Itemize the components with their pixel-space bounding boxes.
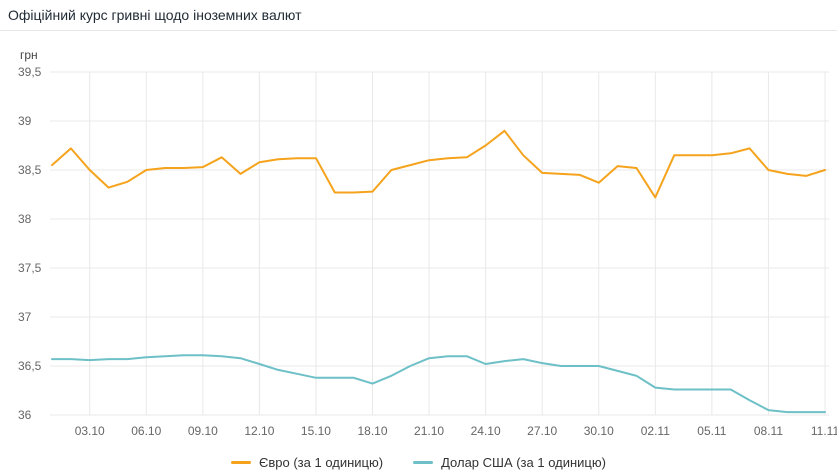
y-tick-label: 37,5 xyxy=(18,261,42,275)
y-tick-label: 39,5 xyxy=(18,65,42,79)
series-line-0 xyxy=(51,129,826,199)
legend-label-euro: Євро (за 1 одиницю) xyxy=(259,455,384,470)
x-tick-label: 21.10 xyxy=(414,424,444,438)
y-tick-label: 38,5 xyxy=(18,163,42,177)
y-tick-label: 36,5 xyxy=(18,359,42,373)
euro-line-swatch xyxy=(231,461,252,464)
x-tick-label: 15.10 xyxy=(301,424,331,438)
x-tick-label: 27.10 xyxy=(527,424,557,438)
y-axis-unit-label: грн xyxy=(20,48,38,62)
legend-label-usd: Долар США (за 1 одиницю) xyxy=(441,455,606,470)
x-tick-label: 18.10 xyxy=(357,424,387,438)
x-tick-label: 30.10 xyxy=(584,424,614,438)
legend-item-usd[interactable]: Долар США (за 1 одиницю) xyxy=(413,455,606,470)
x-tick-label: 11.11 xyxy=(811,424,837,438)
usd-line-swatch xyxy=(413,461,434,464)
y-tick-label: 38 xyxy=(18,212,32,226)
x-tick-label: 03.10 xyxy=(75,424,105,438)
x-tick-label: 24.10 xyxy=(471,424,501,438)
line-chart: 39,5 39 38,5 38 37,5 37 36,5 36 03.10 06.10 09.10 1… xyxy=(18,65,837,438)
y-tick-label: 37 xyxy=(18,310,32,324)
x-tick-label: 09.10 xyxy=(188,424,218,438)
x-tick-label: 12.10 xyxy=(244,424,274,438)
chart-legend: Євро (за 1 одиницю) Долар США (за 1 один… xyxy=(0,455,837,470)
y-tick-label: 39 xyxy=(18,114,32,128)
x-tick-label: 06.10 xyxy=(131,424,161,438)
y-tick-label: 36 xyxy=(18,408,32,422)
x-tick-label: 02.11 xyxy=(641,424,670,438)
page-title: Офіційний курс гривні щодо іноземних вал… xyxy=(0,0,837,31)
legend-item-euro[interactable]: Євро (за 1 одиницю) xyxy=(231,455,383,470)
series-line-1 xyxy=(51,354,826,414)
x-tick-label: 05.11 xyxy=(697,424,726,438)
x-tick-label: 08.11 xyxy=(754,424,783,438)
